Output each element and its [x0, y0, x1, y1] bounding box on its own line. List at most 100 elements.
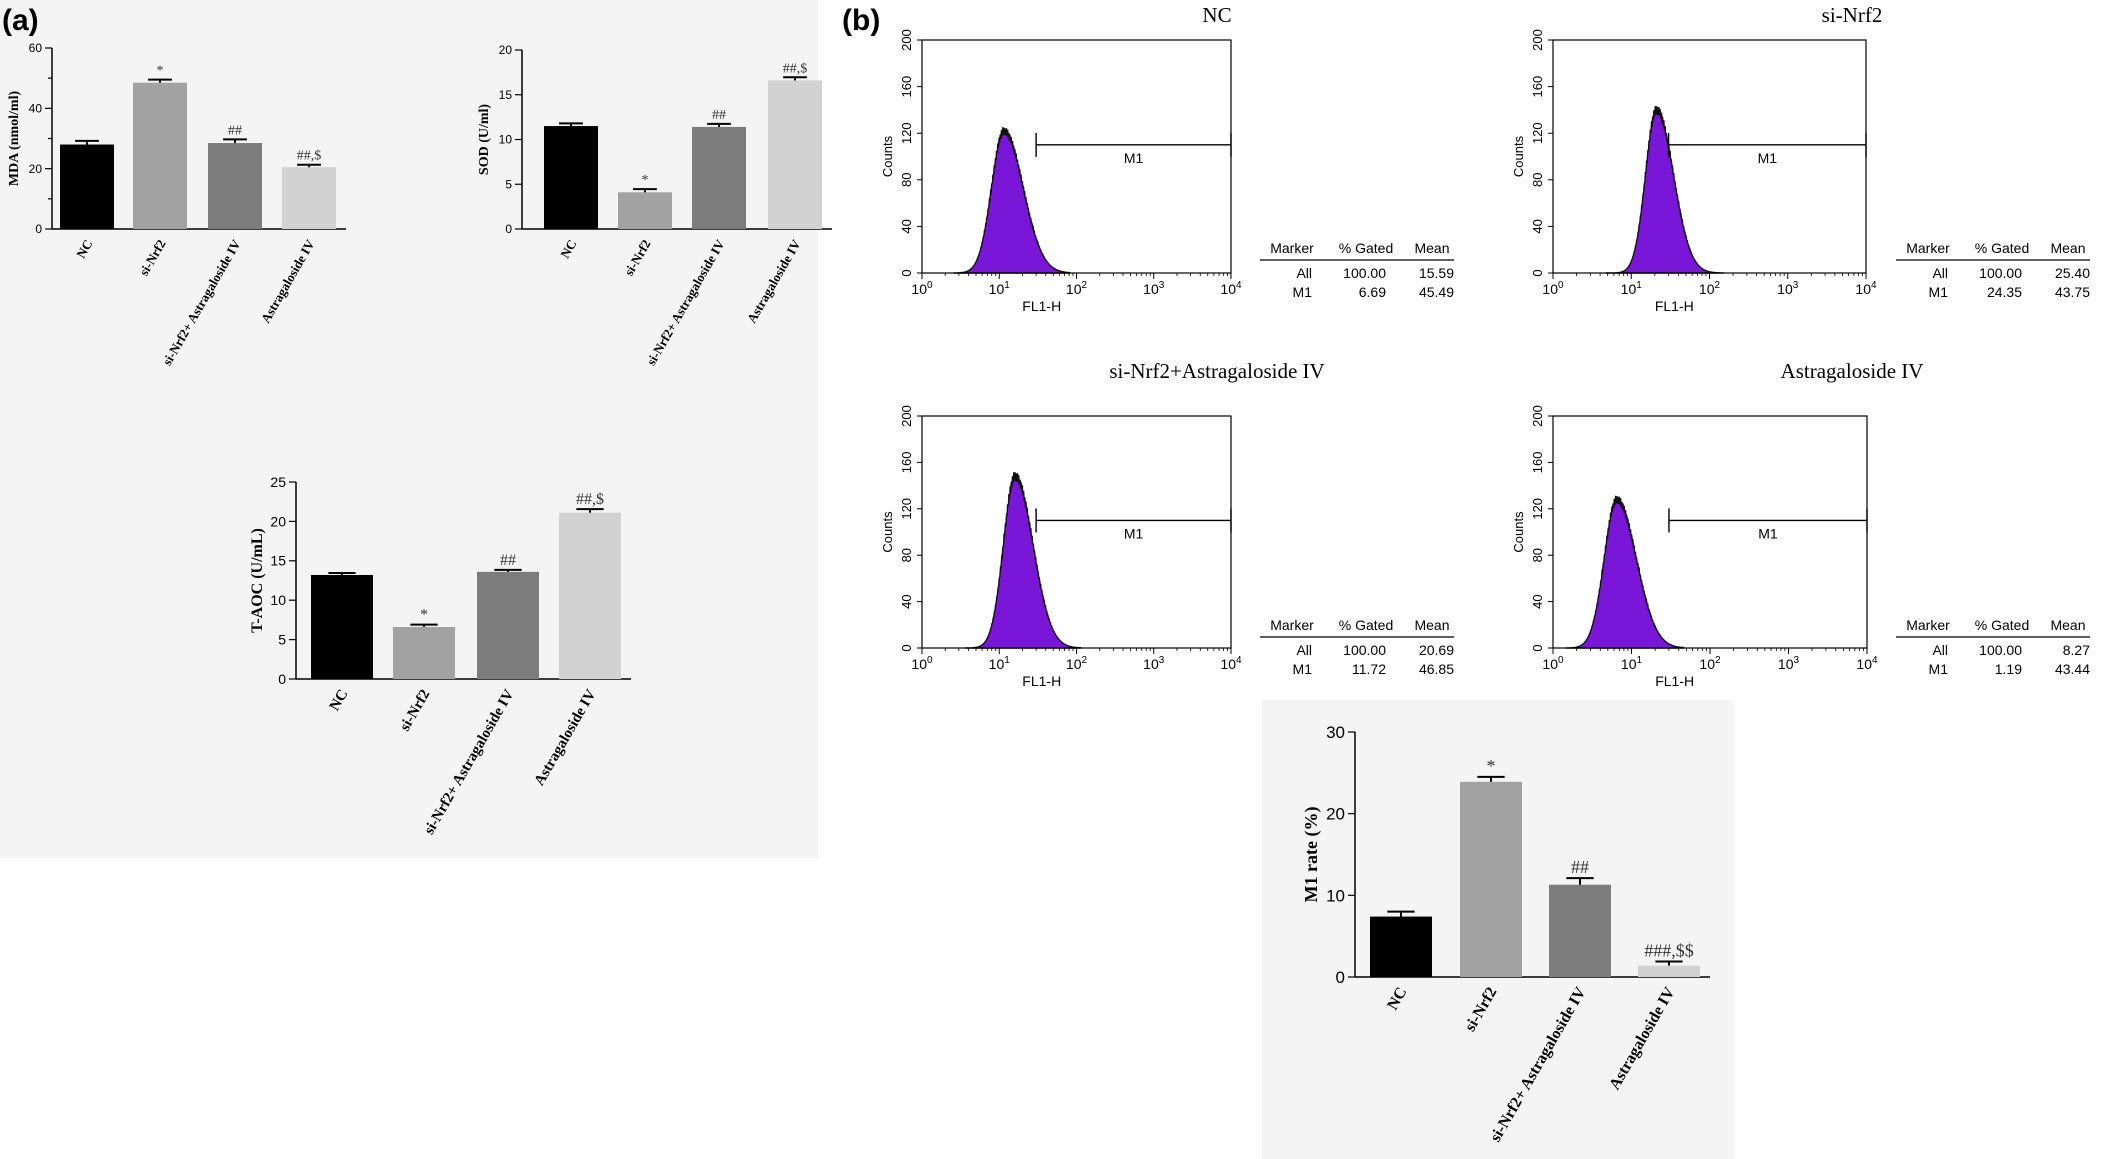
flow-panel-2: si-Nrf2+Astragaloside IV 0 40 80 120 160 200 Co… [880, 359, 1454, 689]
stats-cell-mean: 20.69 [1419, 642, 1454, 658]
stats-cell-gated: 24.35 [1987, 284, 2022, 300]
chart-mda: 0 20 40 60 MDA (nmol/ml) NC * si-Nrf2 ## si-Nrf2+… [7, 41, 346, 368]
chart-sod: 0 5 10 15 20 SOD (U/ml) NC * si-Nrf2 ## si-Nrf2+ A… [477, 43, 832, 368]
category-label: NC [557, 237, 579, 261]
x-axis-label: FL1-H [1022, 298, 1061, 314]
y-tick-label: 25 [270, 474, 286, 490]
y-axis-label: T-AOC (U/mL) [249, 528, 266, 633]
stats-header: Mean [2050, 617, 2085, 633]
x-tick-label: 102 [1699, 655, 1721, 672]
stats-cell-mean: 45.49 [1419, 284, 1454, 300]
y-axis-label: Counts [880, 511, 895, 553]
bar [768, 80, 822, 230]
x-axis-label: FL1-H [1655, 298, 1694, 314]
y-tick-label: 120 [1530, 498, 1545, 520]
stats-cell-mean: 8.27 [2063, 642, 2090, 658]
stats-cell-mean: 25.40 [2055, 265, 2090, 281]
stats-header: % Gated [1975, 617, 2029, 633]
panel-label-a: (a) [2, 4, 39, 37]
stats-cell-marker: M1 [1293, 661, 1313, 677]
x-tick-label: 104 [1220, 280, 1242, 297]
stats-cell-gated: 6.69 [1359, 284, 1386, 300]
y-tick-label: 20 [499, 43, 513, 57]
stats-cell-marker: M1 [1929, 661, 1949, 677]
x-axis-label: FL1-H [1655, 673, 1694, 689]
x-tick-label: 103 [1143, 655, 1165, 672]
stats-cell-mean: 43.75 [2055, 284, 2090, 300]
y-axis-label: MDA (nmol/ml) [7, 91, 22, 187]
y-tick-label: 200 [1530, 29, 1545, 51]
x-tick-label: 101 [1621, 655, 1643, 672]
bar [208, 143, 262, 229]
stats-table: Marker % Gated Mean All 100.00 20.69 M1 11.72 46… [1260, 617, 1454, 677]
x-tick-label: 102 [1066, 655, 1088, 672]
stats-cell-mean: 46.85 [1419, 661, 1454, 677]
bar [1549, 884, 1611, 977]
y-tick-label: 20 [29, 162, 43, 176]
y-tick-label: 0 [35, 222, 42, 236]
y-tick-label: 200 [899, 405, 914, 427]
bar [282, 167, 336, 229]
marker-label: M1 [1124, 150, 1144, 166]
y-axis-label: Counts [1511, 511, 1526, 553]
marker-label: M1 [1758, 150, 1778, 166]
bar [1460, 781, 1522, 977]
flow-panel-title: NC [1202, 3, 1231, 27]
category-label: Astragaloside IV [532, 687, 600, 789]
x-tick-label: 100 [1542, 280, 1564, 297]
stats-header: % Gated [1339, 240, 1393, 256]
chart-taoc: 0 5 10 15 20 25 T-AOC (U/mL) NC * si-Nrf2 ## si-Nrf… [249, 474, 631, 837]
x-tick-label: 103 [1143, 280, 1165, 297]
bar [477, 571, 539, 679]
flow-panel-0: NC 0 40 80 120 160 200 Counts 100 101 102 103 104 FL1… [880, 3, 1454, 314]
y-tick-label: 0 [505, 222, 512, 236]
stats-cell-gated: 1.19 [1995, 661, 2022, 677]
x-tick-label: 100 [1542, 655, 1564, 672]
stats-header: Mean [1414, 617, 1449, 633]
bar [559, 512, 621, 679]
y-axis-label: SOD (U/ml) [477, 104, 492, 176]
stats-cell-marker: All [1296, 265, 1312, 281]
y-tick-label: 15 [499, 88, 513, 102]
flow-panel-title: si-Nrf2 [1822, 3, 1883, 27]
bar [618, 192, 672, 229]
stats-cell-mean: 43.44 [2055, 661, 2090, 677]
y-tick-label: 40 [899, 219, 914, 233]
marker-label: M1 [1758, 525, 1778, 541]
y-tick-label: 0 [1530, 644, 1545, 651]
flow-panel-3: Astragaloside IV 0 40 80 120 160 200 Counts 100 1… [1511, 359, 2090, 689]
panel-label-b: (b) [842, 4, 880, 37]
stats-cell-marker: All [1296, 642, 1312, 658]
y-tick-label: 10 [270, 592, 286, 608]
stats-table: Marker % Gated Mean All 100.00 8.27 M1 1.19 43.4… [1896, 617, 2090, 677]
bar [544, 126, 598, 229]
bar [1638, 965, 1700, 977]
y-tick-label: 80 [899, 173, 914, 187]
flow-panel-title: si-Nrf2+Astragaloside IV [1109, 359, 1324, 383]
significance-label: ##,$ [297, 149, 322, 164]
x-tick-label: 104 [1855, 280, 1877, 297]
x-tick-label: 101 [989, 655, 1011, 672]
category-label: si-Nrf2 [397, 687, 433, 734]
significance-label: * [642, 173, 649, 188]
x-tick-label: 103 [1778, 655, 1800, 672]
category-label: NC [1384, 985, 1410, 1014]
stats-header: Mean [2050, 240, 2085, 256]
stats-header: Marker [1270, 617, 1314, 633]
y-tick-label: 60 [29, 41, 43, 55]
x-tick-label: 100 [911, 280, 933, 297]
y-tick-label: 40 [29, 102, 43, 116]
significance-label: ## [500, 552, 516, 569]
significance-label: ##,$ [783, 61, 808, 76]
histogram [964, 472, 1082, 649]
y-tick-label: 80 [1530, 548, 1545, 562]
y-axis-label: Counts [1511, 135, 1526, 177]
flow-panel-1: si-Nrf2 0 40 80 120 160 200 Counts 100 101 102 103 1… [1511, 3, 2090, 314]
category-label: si-Nrf2+ Astragaloside IV [421, 687, 517, 837]
y-tick-label: 10 [1326, 886, 1345, 905]
x-tick-label: 104 [1856, 655, 1878, 672]
y-tick-label: 160 [899, 76, 914, 98]
x-tick-label: 101 [989, 280, 1011, 297]
bar [692, 126, 746, 229]
y-tick-label: 40 [1530, 219, 1545, 233]
